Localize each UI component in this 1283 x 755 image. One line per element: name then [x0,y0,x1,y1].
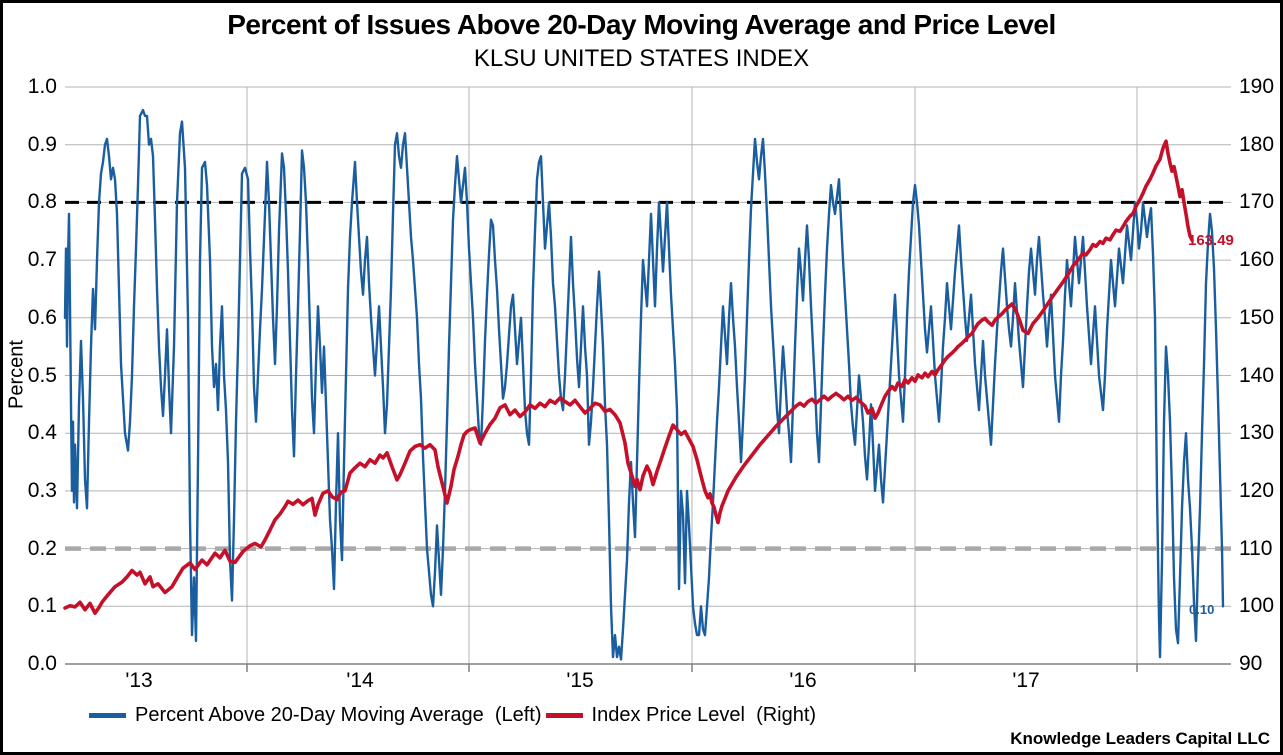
right-axis-tick-label: 180 [1239,132,1275,156]
left-axis-tick-label: 0.0 [27,652,57,675]
x-axis-year-label: '15 [566,669,594,692]
right-axis-tick-label: 130 [1239,421,1275,445]
right-axis-tick-label: 90 [1239,652,1263,675]
right-axis-tick-label: 190 [1239,75,1275,98]
x-axis-year-label: '17 [1012,669,1040,692]
right-axis-tick-label: 100 [1239,594,1275,618]
right-axis-tick-label: 150 [1239,305,1275,329]
blue-series-end-value-label: 0.10 [1189,602,1215,617]
chart-title: Percent of Issues Above 20-Day Moving Av… [227,9,1056,40]
x-axis-year-label: '14 [346,669,374,692]
chart-subtitle: KLSU UNITED STATES INDEX [473,45,810,72]
left-axis-tick-label: 0.7 [27,248,57,272]
red-series-end-value-label: 163.49 [1188,232,1234,249]
left-axis-tick-label: 0.4 [27,421,57,445]
right-axis-tick-label: 160 [1239,248,1275,272]
right-axis-tick-label: 110 [1239,536,1273,560]
right-axis-tick-label: 170 [1239,190,1275,214]
left-axis-tick-label: 0.2 [27,536,57,560]
left-axis-tick-label: 0.6 [27,305,57,329]
x-axis-year-label: '13 [125,669,153,692]
right-axis-tick-label: 140 [1239,363,1275,387]
legend-swatch-blue-line [89,713,126,718]
left-axis-tick-label: 0.8 [27,190,57,214]
left-axis-tick-label: 1.0 [27,75,57,98]
right-axis-tick-label: 120 [1239,478,1275,502]
left-axis-tick-label: 0.9 [27,132,57,156]
legend-swatch-red-line [545,713,583,718]
percent-above-ma-line [63,108,1225,661]
legend: Percent Above 20-Day Moving Average (Lef… [89,704,816,727]
legend-label-index-price-level: Index Price Level (Right) [591,704,817,726]
left-axis-tick-label: 0.1 [27,594,57,618]
watermark-knowledge-leaders-capital: Knowledge Leaders Capital LLC [1010,729,1270,748]
left-axis-tick-label: 0.5 [27,363,57,387]
plot-area [63,86,1231,672]
x-axis-year-label: '16 [789,669,817,692]
index-price-level-line [63,139,1194,616]
legend-label-percent-above-ma: Percent Above 20-Day Moving Average (Lef… [135,704,542,726]
left-axis-tick-label: 0.3 [27,478,57,502]
